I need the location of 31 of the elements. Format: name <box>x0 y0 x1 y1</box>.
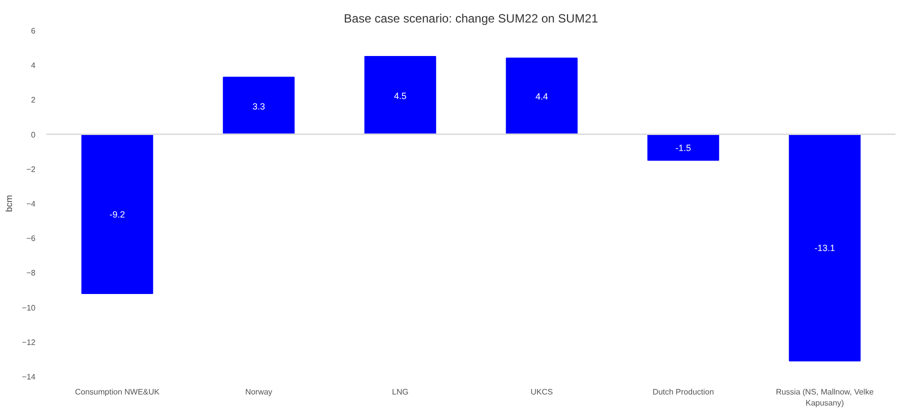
data-label: -13.1 <box>814 243 836 254</box>
x-tick-label: Dutch Production <box>652 388 714 396</box>
bar <box>788 134 861 362</box>
bar <box>222 76 295 135</box>
data-label: -9.2 <box>109 209 126 220</box>
y-tick-label: −10 <box>22 303 36 312</box>
x-tick-label: Consumption NWE&UK <box>75 388 160 396</box>
data-label: 3.3 <box>252 101 266 112</box>
bar <box>81 134 154 294</box>
x-tick-label: UKCS <box>530 388 553 396</box>
x-tick-label: LNG <box>392 388 408 396</box>
y-tick-label: 2 <box>31 96 36 105</box>
data-label: -1.5 <box>675 142 692 153</box>
y-tick-label: −14 <box>22 372 36 382</box>
chart-title: Base case scenario: change SUM22 on SUM21 <box>344 12 598 26</box>
data-label: 4.5 <box>394 90 407 101</box>
bar <box>506 58 578 135</box>
x-tick-label: Russia (NS, Mallnow, Velke Kapusany) <box>776 388 874 408</box>
y-tick-label: −6 <box>26 234 36 244</box>
y-tick-label: −2 <box>26 164 36 174</box>
data-label: 4.4 <box>535 92 548 102</box>
y-tick-label: 0 <box>31 130 36 140</box>
y-tick-label: −4 <box>26 200 36 208</box>
y-tick-label: −12 <box>22 338 36 347</box>
y-axis-title: bcm <box>4 194 14 212</box>
x-tick-label: Norway <box>245 388 272 396</box>
y-tick-label: 4 <box>31 61 36 70</box>
y-tick-label: 6 <box>31 26 36 36</box>
bar <box>364 56 436 135</box>
y-tick-label: −8 <box>26 268 36 278</box>
bar <box>647 134 720 161</box>
